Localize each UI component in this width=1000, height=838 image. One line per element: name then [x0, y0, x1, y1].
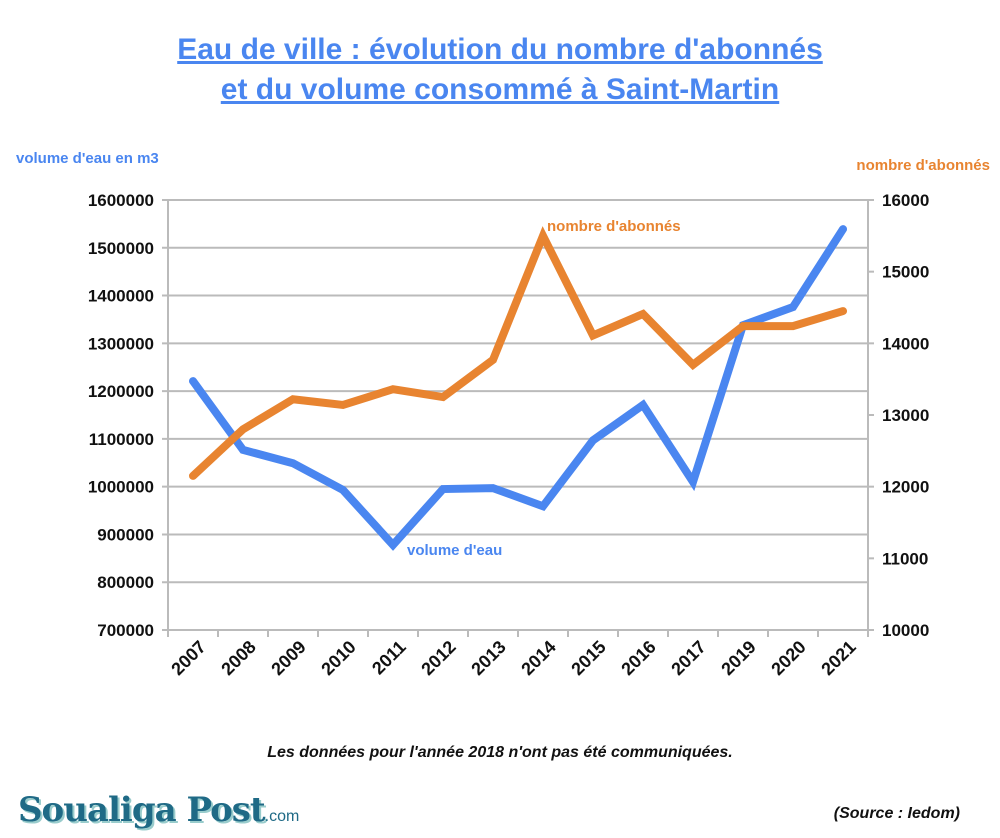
title-line-2: et du volume consommé à Saint-Martin: [220, 73, 780, 106]
left-tick-label: 1000000: [88, 478, 154, 497]
series-line-volume: [189, 225, 847, 551]
series-label-volume: volume d'eau: [407, 542, 502, 559]
logo-name: Soualiga Post: [18, 790, 266, 830]
chart-title: Eau de ville : évolution du nombre d'abo…: [0, 30, 1000, 110]
x-tick-label: 2010: [317, 637, 359, 679]
right-tick-label: 11000: [882, 549, 928, 568]
x-tick-label: 2007: [167, 637, 209, 679]
left-tick-label: 1100000: [89, 430, 154, 449]
x-tick-label: 2021: [817, 637, 859, 679]
x-tick-label: 2015: [567, 637, 609, 679]
right-tick-label: 10000: [882, 621, 929, 640]
x-tick-label: 2019: [717, 637, 759, 679]
right-tick-label: 15000: [882, 263, 929, 282]
right-tick-label: 12000: [882, 478, 929, 497]
right-axis-label: nombre d'abonnés: [856, 157, 990, 174]
series-label-abonnes: nombre d'abonnés: [547, 218, 681, 235]
series-line-abonnes: [189, 226, 847, 480]
logo: Soualiga Post.com: [18, 790, 299, 830]
left-tick-label: 1500000: [88, 239, 154, 258]
left-tick-label: 1300000: [88, 334, 154, 353]
x-tick-label: 2009: [267, 637, 309, 679]
left-tick-label: 900000: [97, 525, 154, 544]
x-tick-label: 2020: [767, 637, 809, 679]
x-tick-label: 2012: [417, 637, 459, 679]
left-tick-label: 1400000: [88, 287, 154, 306]
x-tick-label: 2013: [467, 637, 509, 679]
right-tick-label: 14000: [882, 334, 929, 353]
x-tick-label: 2014: [517, 637, 559, 679]
footnote: Les données pour l'année 2018 n'ont pas …: [267, 744, 733, 761]
logo-suffix: .com: [264, 808, 300, 825]
left-tick-label: 1200000: [88, 382, 154, 401]
x-tick-label: 2011: [368, 637, 410, 679]
right-tick-label: 16000: [882, 191, 929, 210]
left-tick-label: 700000: [97, 621, 154, 640]
left-tick-label: 800000: [97, 573, 154, 592]
source: (Source : Iedom): [833, 805, 960, 822]
left-axis-label: volume d'eau en m3: [16, 150, 159, 167]
right-tick-label: 13000: [882, 406, 929, 425]
x-tick-label: 2008: [217, 637, 259, 679]
x-tick-label: 2017: [667, 637, 709, 679]
x-tick-label: 2016: [617, 637, 659, 679]
title-line-1: Eau de ville : évolution du nombre d'abo…: [177, 33, 823, 66]
left-tick-label: 1600000: [88, 191, 154, 210]
